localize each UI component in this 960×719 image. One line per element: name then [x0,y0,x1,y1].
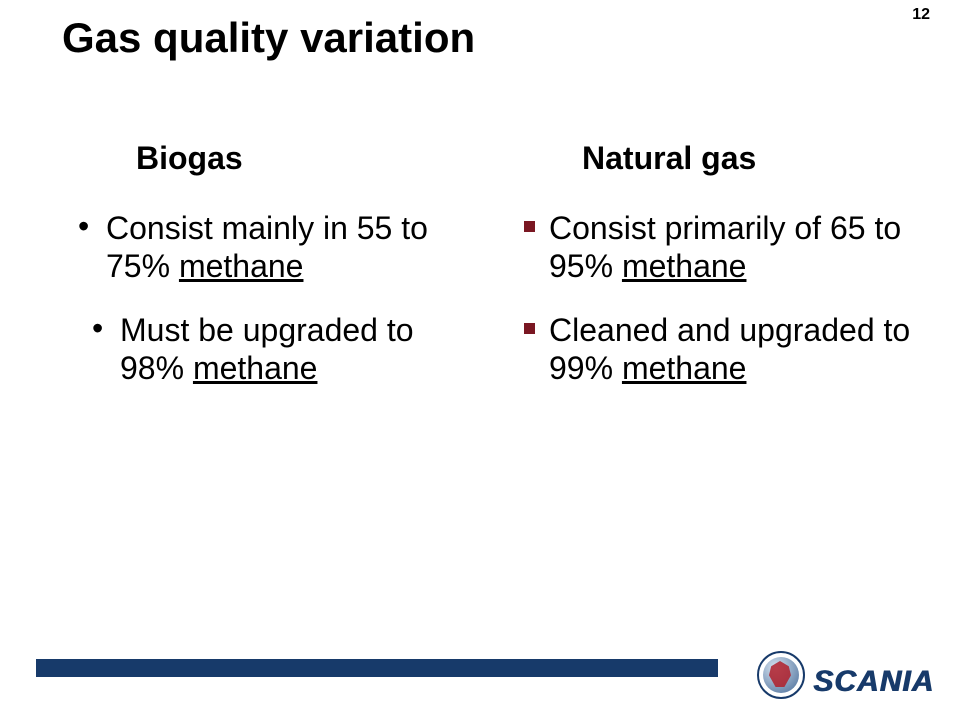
column-natural-gas: Natural gas Consist primarily of 65 to 9… [524,140,924,413]
bullet-disc-icon: • [92,311,106,345]
bullet-disc-icon: • [78,209,92,243]
list-item: Consist primarily of 65 to 95% methane [524,209,924,285]
page-number: 12 [912,6,930,24]
heading-natural-gas: Natural gas [582,140,924,177]
bullet-square-icon [524,221,535,232]
logo-wordmark: SCANIA [813,665,934,699]
underlined-word: methane [622,248,747,284]
griffin-emblem-icon [757,651,805,699]
logo-region: SCANIA [757,651,934,699]
footer-bar [36,659,718,677]
list-item: • Must be upgraded to 98% methane [78,311,478,387]
slide: 12 Gas quality variation Biogas • Consis… [0,0,960,719]
slide-title: Gas quality variation [62,14,475,62]
bullet-text: Consist primarily of 65 to 95% methane [549,209,924,285]
underlined-word: methane [179,248,304,284]
list-item: • Consist mainly in 55 to 75% methane [78,209,478,285]
bullet-text: Cleaned and upgraded to 99% methane [549,311,924,387]
heading-biogas: Biogas [136,140,478,177]
underlined-word: methane [193,350,318,386]
list-item: Cleaned and upgraded to 99% methane [524,311,924,387]
bullet-text: Must be upgraded to 98% methane [120,311,478,387]
bullet-square-icon [524,323,535,334]
bullet-text: Consist mainly in 55 to 75% methane [106,209,478,285]
column-biogas: Biogas • Consist mainly in 55 to 75% met… [78,140,478,413]
underlined-word: methane [622,350,747,386]
